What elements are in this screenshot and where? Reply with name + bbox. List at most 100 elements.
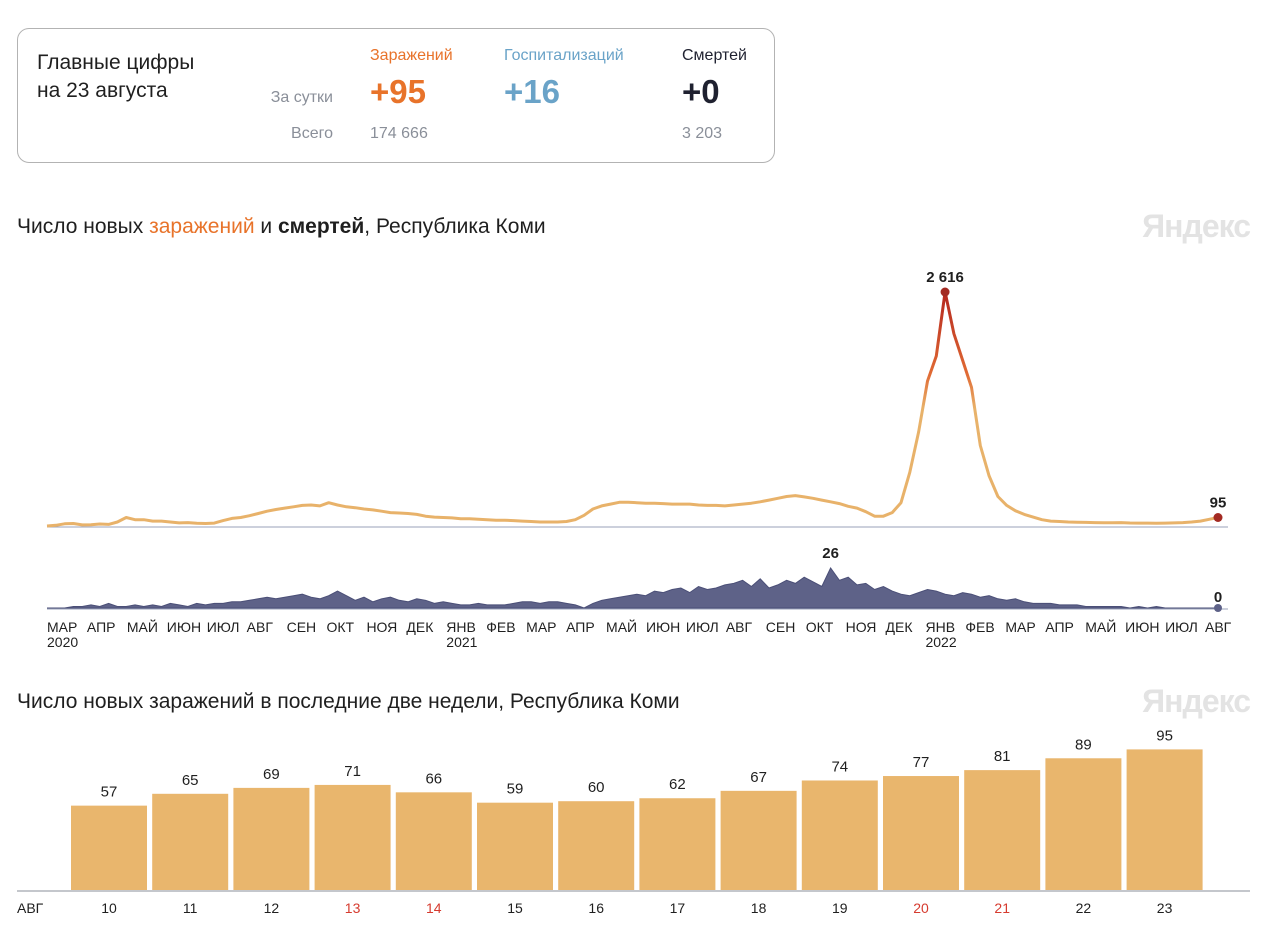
- x-year-label: 2021: [446, 634, 477, 650]
- x-day-label: 13: [345, 900, 361, 916]
- x-month-label: СЕН: [287, 619, 317, 635]
- x-month-label: ИЮЛ: [207, 619, 240, 635]
- bar-value-label: 60: [588, 779, 605, 796]
- x-month-label: МАР: [1005, 619, 1035, 635]
- x-month-label: АПР: [87, 619, 116, 635]
- x-day-label: 17: [670, 900, 686, 916]
- x-month-label: НОЯ: [846, 619, 877, 635]
- x-month-label: ИЮЛ: [1165, 619, 1198, 635]
- infections-line: [46, 290, 1219, 528]
- infections-last-point: [1213, 513, 1223, 523]
- x-month-label: ДЕК: [886, 619, 914, 635]
- x-month-label: АВГ: [247, 619, 274, 635]
- bar: [395, 792, 472, 890]
- x-month-label: МАР: [47, 619, 77, 635]
- yandex-watermark-2: Яндекс: [1142, 683, 1251, 719]
- bar-value-label: 69: [263, 766, 280, 783]
- bar-value-label: 77: [913, 754, 930, 771]
- yandex-watermark-1: Яндекс: [1142, 208, 1251, 244]
- chart1-title-mid: и: [254, 215, 278, 238]
- x-day-label: 22: [1076, 900, 1092, 916]
- x-day-label: 15: [507, 900, 523, 916]
- bar: [1045, 758, 1122, 890]
- summary-title-line1: Главные цифры: [37, 51, 195, 74]
- infections-day-value: +95: [370, 73, 426, 110]
- x-day-label: 11: [183, 900, 198, 916]
- x-month-label: ЯНВ: [446, 619, 476, 635]
- bar: [71, 805, 147, 890]
- x-year-label: 2020: [47, 634, 78, 650]
- bar-value-label: 74: [831, 758, 848, 775]
- x-day-label: 19: [832, 900, 848, 916]
- infections-peak-point: [940, 287, 950, 297]
- x-month-label: АВГ: [726, 619, 753, 635]
- deaths-label: Смертей: [682, 47, 747, 64]
- row-label-day: За сутки: [270, 89, 333, 106]
- x-month-label: МАР: [526, 619, 556, 635]
- deaths-area: [47, 567, 1218, 609]
- infections-label: Заражений: [370, 47, 453, 64]
- bar-value-label: 67: [750, 769, 767, 786]
- x-month-label: СЕН: [766, 619, 796, 635]
- infections-total-value: 174 666: [370, 125, 428, 142]
- hospitalizations-label: Госпитализаций: [504, 47, 624, 64]
- x-month-label: АПР: [566, 619, 595, 635]
- timeline-chart: 2 616 95 26 0 МАР АПР МАЙ ИЮН ИЮЛ АВГ СЕН ОКТ НОЯ ДЕК…: [46, 269, 1232, 650]
- x-month-label: ФЕВ: [486, 619, 515, 635]
- chart1-title: Число новых заражений и смертей, Республ…: [17, 215, 546, 239]
- bar: [639, 798, 716, 890]
- chart1-title-pre: Число новых: [17, 215, 150, 238]
- summary-title-line2: на 23 августа: [37, 79, 168, 102]
- bar-value-label: 57: [101, 784, 118, 801]
- x-year-label: 2022: [925, 634, 956, 650]
- summary-title: Главные цифры на 23 августа: [37, 49, 194, 105]
- infections-peak-label: 2 616: [926, 269, 964, 286]
- bar-value-label: 89: [1075, 736, 1092, 753]
- bar: [964, 770, 1041, 890]
- x-day-label: 10: [101, 900, 117, 916]
- x-month-label: НОЯ: [366, 619, 397, 635]
- deaths-peak-label: 26: [822, 545, 839, 562]
- x-day-label: 14: [426, 900, 442, 916]
- x-month-label: ФЕВ: [965, 619, 994, 635]
- x-day-label: 12: [264, 900, 280, 916]
- bar-value-label: 71: [344, 763, 361, 780]
- x-month-label: АВГ: [17, 900, 44, 916]
- hospitalizations-day-value: +16: [504, 73, 560, 110]
- bar: [1126, 749, 1203, 890]
- x-month-label: МАЙ: [1085, 618, 1116, 635]
- x-day-label: 23: [1157, 900, 1173, 916]
- deaths-last-point: [1214, 604, 1222, 612]
- bar-value-label: 62: [669, 776, 686, 793]
- bar: [801, 780, 878, 890]
- x-month-label: ДЕК: [406, 619, 434, 635]
- chart1-title-deaths: смертей: [277, 215, 365, 238]
- x-day-label: 16: [588, 900, 604, 916]
- row-label-total: Всего: [291, 125, 333, 142]
- x-month-label: ИЮН: [1125, 619, 1159, 635]
- infections-last-label: 95: [1210, 495, 1227, 512]
- bar: [720, 790, 797, 890]
- x-day-label: 21: [994, 900, 1010, 916]
- x-day-label: 20: [913, 900, 929, 916]
- x-month-label: АВГ: [1205, 619, 1232, 635]
- x-month-label: ОКТ: [806, 619, 834, 635]
- x-month-label: МАЙ: [606, 618, 637, 635]
- bar: [314, 784, 391, 890]
- x-month-label: ИЮЛ: [686, 619, 719, 635]
- bar: [883, 776, 959, 890]
- x-month-label: МАЙ: [127, 618, 158, 635]
- x-month-label: АПР: [1045, 619, 1074, 635]
- bar-value-label: 81: [994, 748, 1011, 765]
- chart2-title: Число новых заражений в последние две не…: [17, 690, 680, 713]
- bar: [477, 802, 553, 890]
- bar: [558, 801, 635, 890]
- x-month-label: ИЮН: [646, 619, 680, 635]
- x-month-label: ЯНВ: [925, 619, 955, 635]
- x-month-label: ОКТ: [327, 619, 355, 635]
- bar: [233, 787, 310, 890]
- bar: [152, 793, 229, 890]
- bar-value-label: 65: [182, 772, 199, 789]
- bar-value-label: 95: [1156, 727, 1173, 744]
